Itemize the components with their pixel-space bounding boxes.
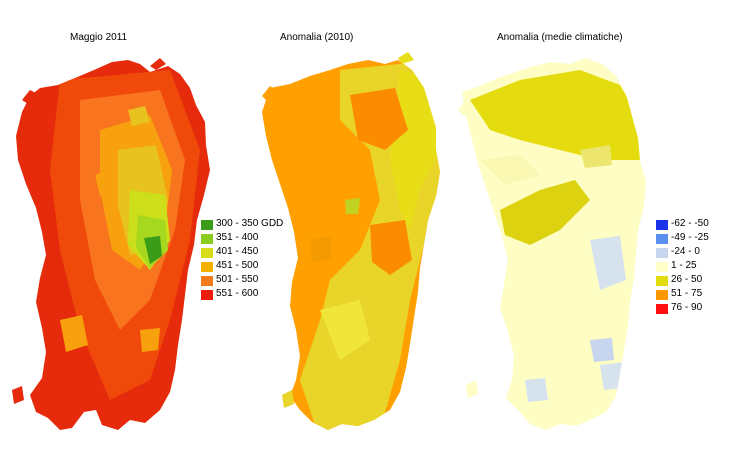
legend-swatch bbox=[200, 219, 214, 231]
legend-label: 76 - 90 bbox=[671, 302, 703, 313]
legend-label: 1 - 25 bbox=[671, 260, 697, 271]
legend-item: -49 - -25 bbox=[655, 232, 730, 247]
legend-label: 551 - 600 bbox=[216, 288, 259, 299]
legend-label: 451 - 500 bbox=[216, 260, 259, 271]
map-title-may-2011: Maggio 2011 bbox=[70, 32, 128, 43]
legend-item: 351 - 400 bbox=[200, 232, 320, 247]
map-title-anomaly-climate: Anomalia (medie climatiche) bbox=[497, 32, 623, 43]
map-anomaly-climate bbox=[462, 58, 646, 430]
legend-gdd: 300 - 350 GDD 351 - 400 401 - 450 451 - … bbox=[200, 218, 300, 309]
legend-swatch bbox=[655, 233, 669, 245]
legend-label: 501 - 550 bbox=[216, 274, 259, 285]
legend-label: 401 - 450 bbox=[216, 246, 259, 257]
legend-item: 51 - 75 bbox=[655, 288, 730, 303]
map-may-2011 bbox=[16, 60, 210, 430]
legend-label: -24 - 0 bbox=[671, 246, 700, 257]
legend-item: 551 - 600 bbox=[200, 288, 320, 303]
legend-label: -62 - -50 bbox=[671, 218, 709, 229]
legend-swatch bbox=[200, 233, 214, 245]
legend-item: 26 - 50 bbox=[655, 274, 730, 289]
map-title-anomaly-2010: Anomalia (2010) bbox=[280, 32, 354, 43]
legend-swatch bbox=[200, 247, 214, 259]
legend-item: 451 - 500 bbox=[200, 260, 320, 275]
legend-item: 300 - 350 GDD bbox=[200, 218, 320, 233]
legend-label: -49 - -25 bbox=[671, 232, 709, 243]
legend-label: 300 - 350 GDD bbox=[216, 218, 284, 229]
legend-swatch bbox=[655, 303, 669, 315]
legend-item: 501 - 550 bbox=[200, 274, 320, 289]
legend-swatch bbox=[200, 289, 214, 301]
legend-swatch bbox=[655, 247, 669, 259]
legend-swatch bbox=[200, 275, 214, 287]
legend-label: 351 - 400 bbox=[216, 232, 259, 243]
legend-swatch bbox=[655, 261, 669, 273]
legend-item: 76 - 90 bbox=[655, 302, 730, 317]
legend-swatch bbox=[655, 219, 669, 231]
legend-swatch bbox=[655, 275, 669, 287]
legend-swatch bbox=[655, 289, 669, 301]
legend-item: -62 - -50 bbox=[655, 218, 730, 233]
legend-label: 51 - 75 bbox=[671, 288, 703, 299]
legend-item: 1 - 25 bbox=[655, 260, 730, 275]
legend-label: 26 - 50 bbox=[671, 274, 703, 285]
legend-swatch bbox=[200, 261, 214, 273]
legend-anomaly: -62 - -50 -49 - -25 -24 - 0 1 - 25 26 - … bbox=[655, 218, 725, 323]
legend-item: 401 - 450 bbox=[200, 246, 320, 261]
legend-item: -24 - 0 bbox=[655, 246, 730, 261]
